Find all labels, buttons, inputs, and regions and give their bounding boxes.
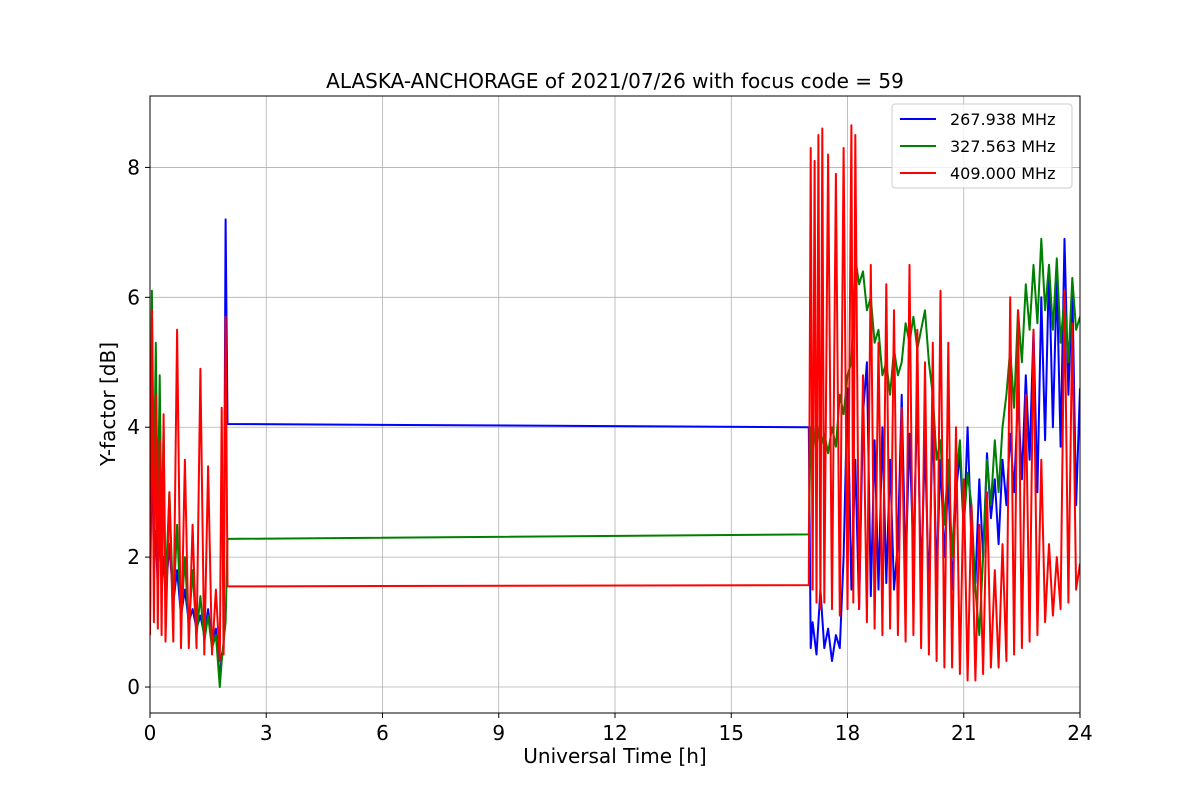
x-tick-label: 18 (835, 721, 860, 745)
legend-label: 327.563 MHz (950, 137, 1055, 156)
x-tick-label: 3 (260, 721, 273, 745)
x-tick-label: 24 (1067, 721, 1092, 745)
legend-label: 267.938 MHz (950, 110, 1055, 129)
y-tick-label: 6 (127, 285, 140, 309)
y-axis-title: Y-factor [dB] (96, 342, 120, 467)
x-tick-label: 6 (376, 721, 389, 745)
legend-label: 409.000 MHz (950, 164, 1055, 183)
x-tick-label: 9 (492, 721, 505, 745)
series-line-3 (150, 124, 1080, 682)
y-tick-label: 4 (127, 415, 140, 439)
series-layer (150, 124, 1080, 688)
x-tick-label: 21 (951, 721, 976, 745)
chart-title: ALASKA-ANCHORAGE of 2021/07/26 with focu… (326, 69, 904, 93)
y-tick-label: 0 (127, 675, 140, 699)
x-tick-label: 0 (144, 721, 157, 745)
x-tick-label: 15 (719, 721, 744, 745)
legend-box (891, 103, 1073, 189)
legend: 267.938 MHz 327.563 MHz 409.000 MHz (891, 103, 1073, 189)
y-tick-label: 8 (127, 155, 140, 179)
x-axis-title: Universal Time [h] (523, 744, 706, 768)
y-tick-label: 2 (127, 545, 140, 569)
x-tick-label: 12 (602, 721, 627, 745)
